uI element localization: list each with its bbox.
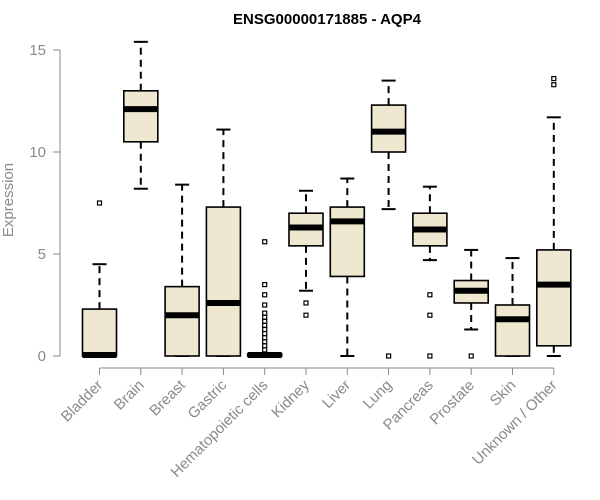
y-tick-label: 10: [29, 144, 46, 161]
x-tick-label: Breast: [146, 376, 189, 419]
outlier-point: [427, 292, 433, 298]
outlier-point: [262, 335, 268, 341]
x-tick-label: Lung: [360, 377, 396, 413]
y-axis: 0 5 10 15: [29, 42, 61, 365]
box-body: [123, 90, 159, 143]
outlier-point: [468, 353, 474, 359]
y-axis-label: Expression: [0, 163, 17, 237]
outlier-point: [551, 82, 557, 88]
outlier-point: [427, 312, 433, 318]
outlier-point: [303, 300, 309, 306]
outlier-point: [303, 312, 309, 318]
box-unknown-other: [535, 75, 572, 357]
box-kidney: [288, 189, 324, 318]
box-prostate: [453, 248, 490, 359]
chart-title: ENSG00000171885 - AQP4: [233, 11, 422, 28]
box-lung: [370, 79, 407, 359]
box-body: [370, 104, 407, 153]
box-body: [81, 308, 118, 357]
box-body: [494, 304, 531, 357]
outlier-point: [262, 326, 268, 333]
outlier-point: [262, 292, 268, 298]
y-tick-label: 5: [38, 246, 46, 263]
box-body: [164, 285, 200, 357]
x-tick-label: Liver: [319, 377, 354, 412]
x-tick-label: Brain: [111, 377, 148, 414]
outlier-point: [262, 310, 268, 316]
box-brain: [123, 40, 159, 190]
box-body: [329, 206, 366, 278]
outlier-point: [262, 330, 268, 337]
box-skin: [494, 257, 531, 357]
outlier-point: [262, 347, 268, 353]
outlier-point: [262, 318, 268, 324]
y-tick-label: 0: [38, 348, 46, 365]
outlier-point: [96, 200, 103, 206]
outlier-point: [386, 353, 392, 359]
outlier-point: [262, 314, 268, 320]
box-series: [81, 40, 572, 359]
x-tick-label: Prostate: [426, 377, 478, 429]
x-tick-label: Bladder: [58, 377, 107, 426]
box-pancreas: [412, 185, 448, 359]
outlier-point: [262, 239, 268, 245]
box-gastric: [205, 128, 242, 357]
outlier-point: [262, 339, 268, 345]
outlier-point: [262, 282, 268, 288]
outlier-point: [262, 322, 268, 328]
x-tick-label: Skin: [487, 377, 520, 410]
box-bladder: [81, 200, 118, 358]
outlier-point: [551, 75, 557, 82]
y-tick-label: 15: [29, 42, 46, 59]
outlier-point: [427, 353, 433, 359]
box-breast: [164, 183, 200, 357]
outlier-point: [262, 343, 268, 349]
x-tick-label: Kidney: [268, 376, 313, 421]
box-liver: [329, 177, 366, 357]
box-body: [535, 249, 572, 347]
box-body: [205, 206, 242, 357]
outlier-point: [262, 302, 268, 308]
box-hematopoietic-cells: [246, 239, 283, 358]
